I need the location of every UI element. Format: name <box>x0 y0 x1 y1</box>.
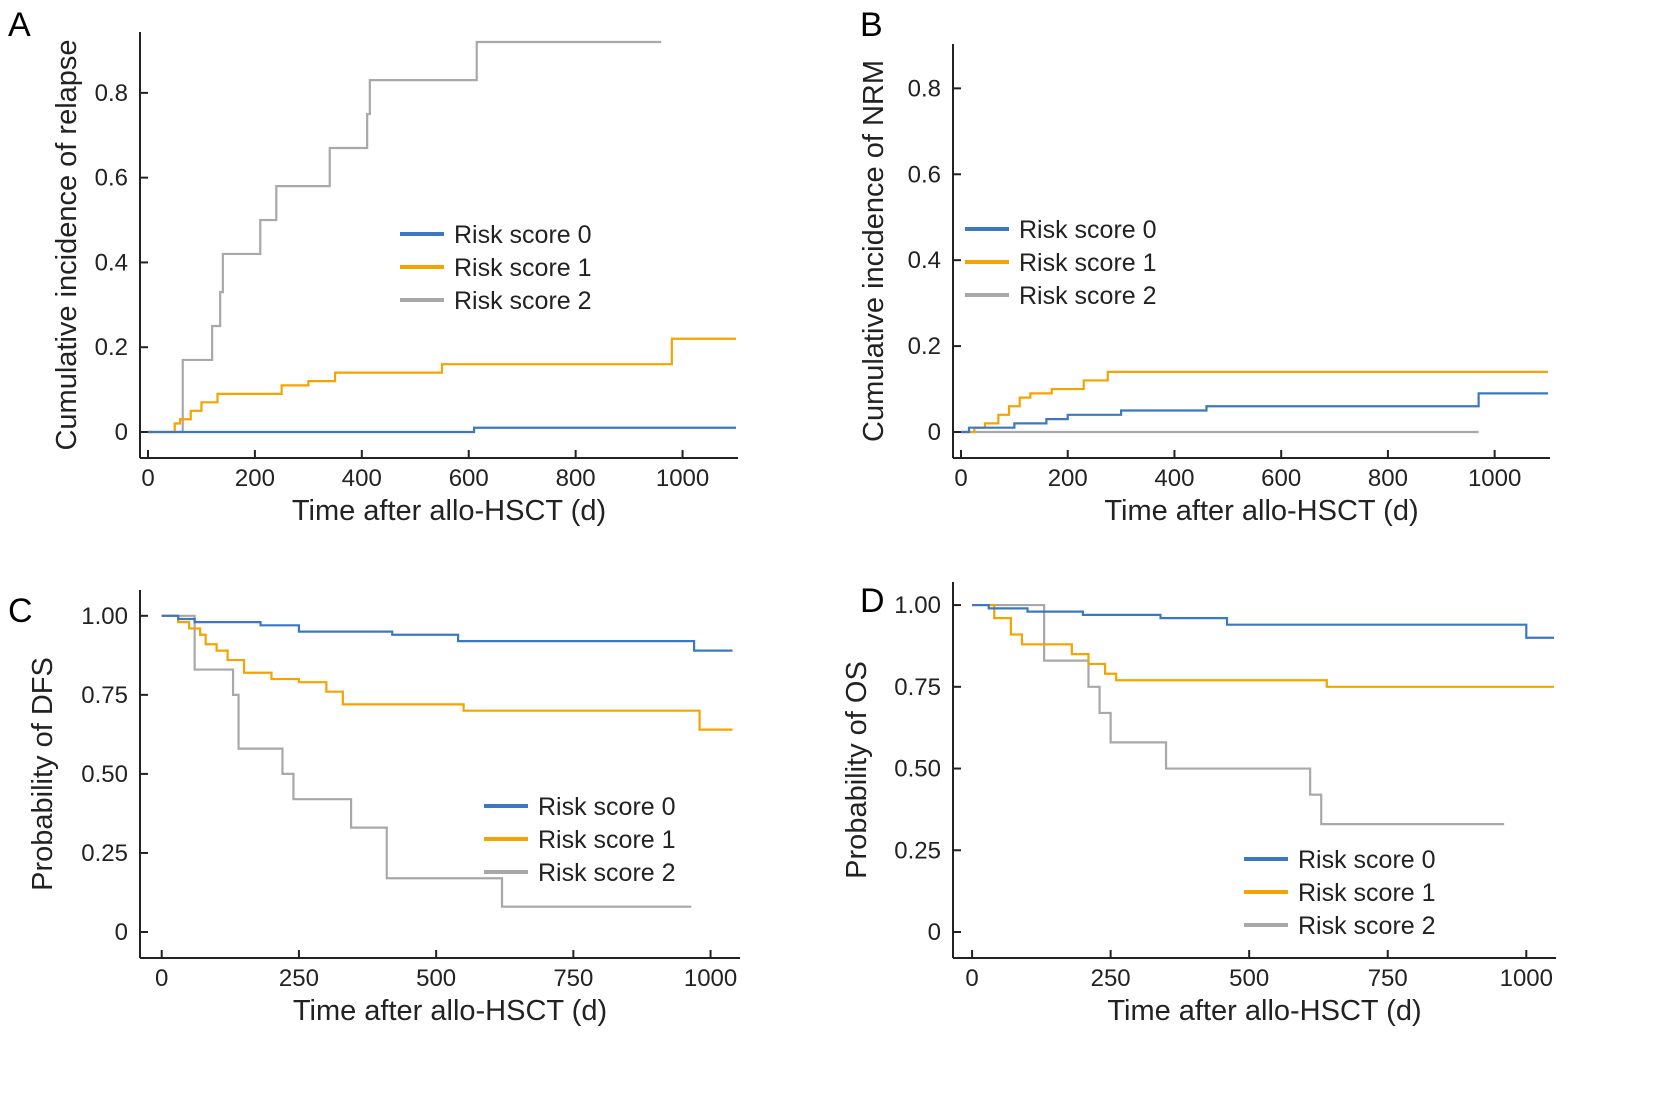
panel-d-y-tick-label: 0.75 <box>894 674 941 701</box>
panel-a-x-tick-label: 600 <box>449 465 489 492</box>
panel-b-y-axis-label: Cumulative incidence of NRM <box>858 60 890 442</box>
panel-d-series-1-line <box>972 603 1554 688</box>
panel-b-legend-label-1: Risk score 1 <box>1019 249 1157 277</box>
panel-b-series-1-line <box>961 370 1548 434</box>
panel-c-y-axis-label: Probability of DFS <box>27 657 59 891</box>
panel-letter-b: B <box>860 6 883 44</box>
panel-c-x-tick-label: 500 <box>416 965 456 992</box>
panel-a-x-tick-label: 1000 <box>656 465 709 492</box>
panel-d-x-tick-label: 0 <box>965 965 978 992</box>
panel-c-y-tick-label: 0 <box>115 919 128 946</box>
panel-b-x-tick-label: 200 <box>1048 465 1088 492</box>
panel-a-x-tick-label: 400 <box>342 465 382 492</box>
panel-d-y-tick-label: 1.00 <box>894 592 941 619</box>
panel-c-x-tick-label: 1000 <box>684 965 737 992</box>
panel-b-legend-label-2: Risk score 2 <box>1019 282 1157 310</box>
panel-letter-d: D <box>860 582 885 620</box>
panel-c-legend-label-1: Risk score 1 <box>538 826 676 854</box>
panel-b-chart: 0 200 400 600 800 1000 0 0.2 0.4 0.6 0.8 Time after… <box>858 44 1550 527</box>
panel-a-series-2-line <box>148 40 662 434</box>
panel-letter-a: A <box>8 6 31 44</box>
panel-b-y-tick-label: 0.4 <box>908 247 941 274</box>
panel-a-series-0-line <box>148 426 736 434</box>
panel-a-y-tick-label: 0.6 <box>95 165 128 192</box>
panel-d-y-tick-label: 0 <box>928 919 941 946</box>
panel-d-y-tick-label: 0.25 <box>894 837 941 864</box>
panel-d-y-axis-label: Probability of OS <box>841 661 873 879</box>
panel-c-y-tick-label: 1.00 <box>81 603 128 630</box>
panel-b-y-tick-label: 0.8 <box>908 75 941 102</box>
panel-a-legend-label-1: Risk score 1 <box>454 254 592 282</box>
panel-d-x-tick-label: 750 <box>1368 965 1408 992</box>
panel-c-x-tick-label: 750 <box>553 965 593 992</box>
panel-c-y-tick-label: 0.50 <box>81 761 128 788</box>
panel-c-x-tick-label: 0 <box>155 965 168 992</box>
panel-c-legend-label-0: Risk score 0 <box>538 793 676 821</box>
panel-d-x-tick-label: 1000 <box>1500 965 1553 992</box>
panel-d-series-2-line <box>972 603 1505 826</box>
panel-c-legend-label-2: Risk score 2 <box>538 859 676 887</box>
panel-a-legend-label-0: Risk score 0 <box>454 221 592 249</box>
panel-b-y-tick-label: 0.6 <box>908 161 941 188</box>
panel-c-series-2-line <box>161 614 692 908</box>
panel-a-y-tick-label: 0.2 <box>95 334 128 361</box>
panel-d-legend-label-2: Risk score 2 <box>1298 912 1436 940</box>
panel-b-x-tick-label: 1000 <box>1468 465 1521 492</box>
panel-a-y-tick-label: 0 <box>115 419 128 446</box>
panel-d-x-axis-label: Time after allo-HSCT (d) <box>1107 995 1421 1027</box>
panel-a-x-axis-label: Time after allo-HSCT (d) <box>292 495 606 527</box>
panel-d-chart: 0 250 500 750 1000 0 0.25 0.50 0.75 1.00 Time afte… <box>841 582 1556 1027</box>
panel-d-series-0-line <box>972 603 1554 639</box>
panel-c-series-0-line <box>161 614 733 652</box>
panel-d-x-tick-label: 250 <box>1091 965 1131 992</box>
panel-c-y-tick-label: 0.25 <box>81 840 128 867</box>
panel-letter-c: C <box>8 592 33 630</box>
panel-c-series-1-line <box>161 614 733 731</box>
panel-c-x-axis-label: Time after allo-HSCT (d) <box>293 995 607 1027</box>
panel-a-y-tick-label: 0.8 <box>95 80 128 107</box>
panel-b-x-tick-label: 800 <box>1368 465 1408 492</box>
panel-a-x-tick-label: 200 <box>235 465 275 492</box>
panel-b-y-tick-label: 0.2 <box>908 333 941 360</box>
panel-b-series-0-line <box>961 392 1548 434</box>
panel-c-chart: 0 250 500 750 1000 0 0.25 0.50 0.75 1.00 Time afte… <box>27 590 740 1027</box>
panel-a-x-tick-label: 0 <box>141 465 154 492</box>
panel-a-y-tick-label: 0.4 <box>95 249 128 276</box>
panel-a-y-axis-label: Cumulative incidence of relapse <box>51 39 83 450</box>
panel-a-chart: 0 200 400 600 800 1000 0 0.2 0.4 0.6 0.8 Time after… <box>51 32 738 527</box>
panel-c-y-tick-label: 0.75 <box>81 682 128 709</box>
panel-d-legend-label-1: Risk score 1 <box>1298 879 1436 907</box>
panel-d-legend-label-0: Risk score 0 <box>1298 846 1436 874</box>
panel-d-x-tick-label: 500 <box>1229 965 1269 992</box>
panel-a-series-1-line <box>148 337 736 434</box>
panel-c-x-tick-label: 250 <box>279 965 319 992</box>
panel-b-x-tick-label: 600 <box>1261 465 1301 492</box>
panel-a-legend-label-2: Risk score 2 <box>454 287 592 315</box>
panel-b-legend-label-0: Risk score 0 <box>1019 216 1157 244</box>
panel-b-x-tick-label: 400 <box>1154 465 1194 492</box>
panel-b-x-axis-label: Time after allo-HSCT (d) <box>1104 495 1418 527</box>
panel-b-y-tick-label: 0 <box>928 419 941 446</box>
panel-d-y-tick-label: 0.50 <box>894 756 941 783</box>
panel-a-x-tick-label: 800 <box>556 465 596 492</box>
panel-b-x-tick-label: 0 <box>954 465 967 492</box>
